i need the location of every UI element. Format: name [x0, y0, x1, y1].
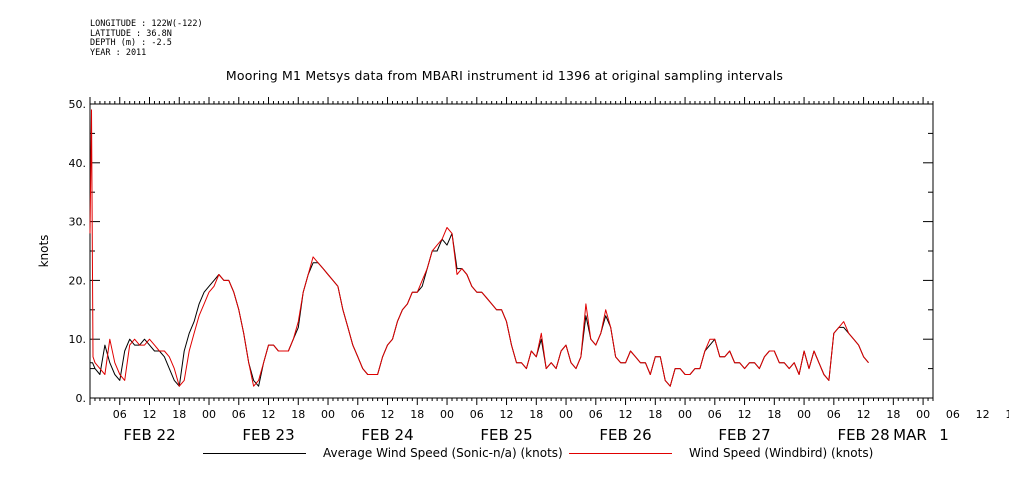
x-tick-label: 12 [262, 408, 276, 421]
metadata-block: LONGITUDE : 122W(-122) LATITUDE : 36.8N … [90, 19, 203, 58]
plot-frame [89, 103, 934, 399]
date-label: FEB 28 [837, 426, 889, 444]
x-tick-label: 06 [708, 408, 722, 421]
series-line-windbird [89, 109, 869, 387]
date-label: MAR [893, 426, 927, 444]
x-tick-label: 00 [916, 408, 930, 421]
axis-ticks [89, 97, 934, 405]
x-tick-label: 06 [946, 408, 960, 421]
x-tick-label: 00 [440, 408, 454, 421]
x-tick-label: 18 [529, 408, 543, 421]
x-tick-label: 12 [857, 408, 871, 421]
x-tick-label: 12 [500, 408, 514, 421]
latitude-label: LATITUDE : 36.8N [90, 28, 172, 39]
date-label: FEB 26 [599, 426, 651, 444]
x-tick-label: 18 [291, 408, 305, 421]
x-tick-label: 06 [351, 408, 365, 421]
x-tick-label: 18 [172, 408, 186, 421]
date-label: FEB 25 [480, 426, 532, 444]
year-label: YEAR : 2011 [90, 47, 147, 58]
y-axis-label: knots [37, 235, 51, 268]
x-tick-label: 12 [976, 408, 990, 421]
y-tick-label: 40. [69, 157, 87, 170]
x-tick-label: 18 [886, 408, 900, 421]
x-tick-label: 06 [589, 408, 603, 421]
y-tick-label: 0. [76, 392, 87, 405]
series-lines [89, 109, 869, 387]
x-tick-label: 12 [381, 408, 395, 421]
x-tick-label: 00 [797, 408, 811, 421]
y-tick-label: 50. [69, 98, 87, 111]
y-tick-label: 30. [69, 216, 87, 229]
date-label: 1 [939, 426, 949, 444]
x-tick-label: 18 [1005, 408, 1009, 421]
depth-label: DEPTH (m) : -2.5 [90, 38, 172, 48]
x-tick-label: 00 [559, 408, 573, 421]
date-label: FEB 27 [718, 426, 770, 444]
x-tick-label: 12 [619, 408, 633, 421]
x-tick-label: 12 [738, 408, 752, 421]
chart-title: Mooring M1 Metsys data from MBARI instru… [225, 68, 784, 83]
x-tick-label: 00 [202, 408, 216, 421]
x-tick-label: 18 [648, 408, 662, 421]
date-label: FEB 22 [123, 426, 175, 444]
x-tick-label: 06 [232, 408, 246, 421]
date-label: FEB 23 [242, 426, 294, 444]
x-tick-label: 18 [410, 408, 424, 421]
x-tick-label: 18 [767, 408, 781, 421]
x-tick-label: 06 [113, 408, 127, 421]
legend-label-windbird: Wind Speed (Windbird) (knots) [689, 446, 874, 460]
axis-labels: 0. 10. 20. 30. 40. 50. 06 12 18 00 06 12 18 00 06 12 18 0… [69, 98, 1009, 444]
y-tick-label: 10. [69, 333, 87, 346]
x-tick-label: 06 [470, 408, 484, 421]
x-tick-label: 06 [827, 408, 841, 421]
legend-line-sonic [203, 453, 306, 454]
date-label: FEB 24 [361, 426, 413, 444]
longitude-label: LONGITUDE : 122W(-122) [90, 19, 203, 29]
legend-line-windbird [569, 453, 672, 454]
legend-label-sonic: Average Wind Speed (Sonic-n/a) (knots) [323, 446, 563, 460]
y-tick-label: 20. [69, 274, 87, 287]
x-tick-label: 00 [321, 408, 335, 421]
series-line-sonic [90, 232, 869, 387]
x-tick-label: 12 [143, 408, 157, 421]
x-tick-label: 00 [678, 408, 692, 421]
